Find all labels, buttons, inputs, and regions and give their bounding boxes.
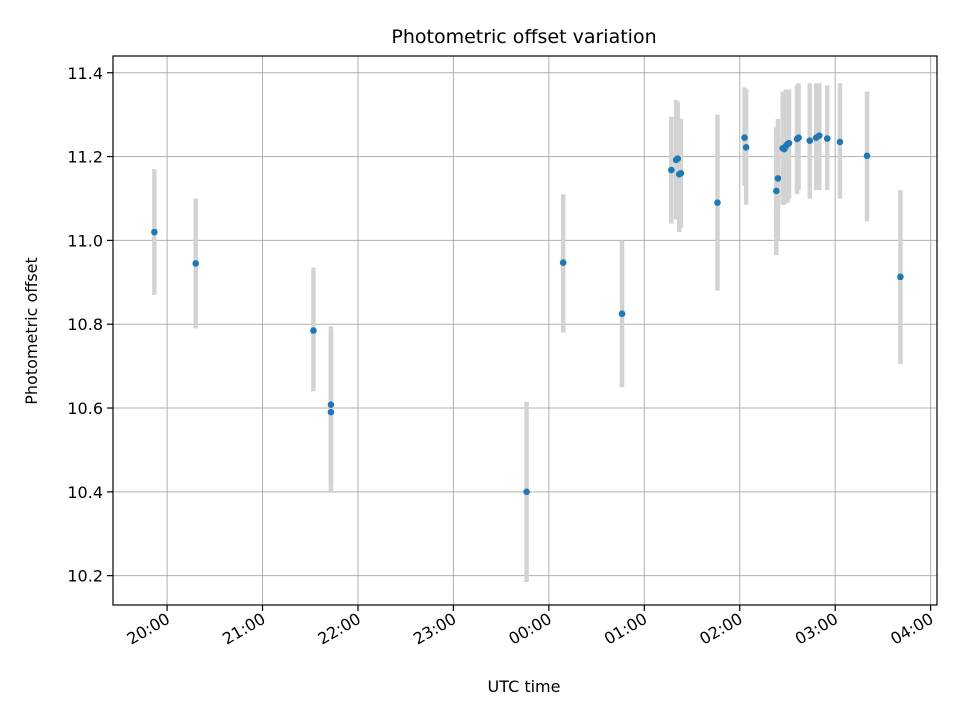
y-tick-label: 11.4	[67, 64, 103, 83]
y-tick-label: 10.2	[67, 567, 103, 586]
data-points	[151, 132, 904, 496]
data-point	[806, 137, 814, 144]
data-point	[714, 199, 721, 206]
data-point	[836, 138, 844, 146]
chart-title: Photometric offset variation	[391, 26, 656, 48]
y-tick-label: 11.2	[67, 148, 103, 167]
data-point	[618, 310, 626, 318]
data-point	[674, 155, 682, 162]
data-point	[742, 144, 750, 151]
data-point	[327, 401, 335, 408]
data-point	[795, 134, 802, 142]
data-point	[863, 152, 871, 160]
data-point	[192, 260, 200, 267]
plot-frame	[112, 55, 938, 606]
data-point	[327, 408, 335, 416]
x-axis-label: UTC time	[488, 677, 561, 696]
y-axis-ticks: 10.2 10.4 10.6 10.8 11.0 11.2 11.4	[67, 64, 113, 586]
y-tick-label: 11.0	[67, 231, 103, 250]
data-point	[785, 139, 793, 147]
data-point	[559, 259, 567, 266]
y-tick-label: 10.4	[67, 483, 103, 502]
data-point	[523, 488, 530, 496]
y-axis-label: Photometric offset	[22, 257, 41, 405]
data-point	[310, 327, 317, 334]
data-point	[677, 170, 685, 177]
data-point	[774, 175, 782, 182]
data-point	[897, 273, 904, 281]
y-tick-label: 10.8	[67, 315, 103, 334]
y-tick-label: 10.6	[67, 399, 103, 418]
data-point	[151, 228, 158, 236]
data-point	[815, 132, 823, 139]
data-point	[668, 166, 675, 174]
data-point	[773, 187, 780, 195]
data-point	[823, 135, 831, 142]
data-point	[741, 134, 748, 142]
